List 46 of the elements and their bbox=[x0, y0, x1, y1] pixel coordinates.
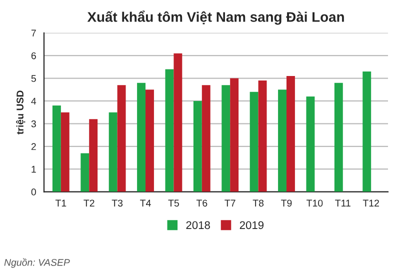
y-tick-label: 6 bbox=[31, 52, 36, 60]
x-tick-label: T4 bbox=[140, 200, 151, 206]
bar bbox=[52, 106, 61, 192]
bar bbox=[146, 90, 154, 192]
bar bbox=[250, 92, 258, 192]
x-tick-label: T5 bbox=[168, 200, 179, 207]
bar bbox=[174, 53, 182, 192]
x-tick-label: T9 bbox=[281, 200, 292, 207]
y-tick-label: 3 bbox=[31, 120, 36, 128]
y-tick-label: 1 bbox=[32, 166, 36, 173]
x-tick-label: T8 bbox=[252, 200, 264, 207]
legend-label: 2019 bbox=[240, 221, 264, 230]
bar bbox=[137, 82, 146, 192]
y-tick-label: 0 bbox=[31, 188, 36, 196]
bar bbox=[286, 76, 295, 192]
bar bbox=[230, 78, 239, 192]
bar bbox=[89, 119, 98, 192]
bar bbox=[306, 96, 315, 192]
bar bbox=[193, 100, 202, 192]
x-tick-label: T7 bbox=[224, 200, 236, 206]
bar bbox=[165, 69, 174, 192]
x-tick-label: T11 bbox=[335, 200, 350, 206]
bar bbox=[222, 85, 230, 192]
bar bbox=[117, 85, 126, 192]
text: Nguồn: VASEP bbox=[4, 258, 70, 268]
bar bbox=[362, 71, 372, 192]
y-tick-label: 4 bbox=[31, 98, 36, 105]
x-tick-label: T12 bbox=[362, 200, 379, 206]
x-tick-label: T10 bbox=[306, 200, 323, 207]
bar bbox=[108, 112, 118, 192]
y-tick-label: 7 bbox=[31, 30, 36, 36]
bar bbox=[278, 90, 286, 192]
legend-label: 2018 bbox=[186, 221, 210, 230]
y-tick-label: 5 bbox=[31, 75, 36, 82]
x-tick-label: T6 bbox=[196, 200, 208, 207]
bar bbox=[202, 85, 210, 192]
y-tick-label: 2 bbox=[31, 143, 36, 150]
chart-title: Xuất khẩu tôm Việt Nam sang Đài Loan bbox=[87, 10, 344, 25]
bar bbox=[60, 112, 70, 192]
y-axis-title: triệu USD bbox=[16, 90, 26, 134]
x-tick-label: T1 bbox=[55, 200, 66, 206]
x-tick-label: T2 bbox=[84, 200, 94, 206]
bar bbox=[334, 82, 343, 192]
x-tick-label: T3 bbox=[112, 200, 123, 207]
bar bbox=[80, 153, 90, 192]
bar bbox=[258, 80, 267, 192]
